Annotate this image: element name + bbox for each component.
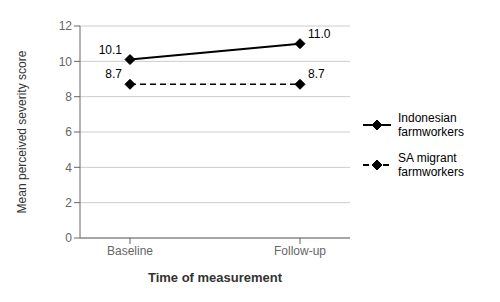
- html-text:SA migrant: SA migrant: [398, 151, 457, 165]
- svg-text:Baseline: Baseline: [107, 244, 153, 258]
- svg-text:Mean perceived severity score: Mean perceived severity score: [15, 50, 29, 213]
- svg-text:2: 2: [65, 196, 72, 210]
- html-text:farmworkers: farmworkers: [398, 125, 464, 139]
- svg-text:Follow-up: Follow-up: [274, 244, 326, 258]
- svg-text:10.1: 10.1: [99, 43, 123, 57]
- svg-text:8: 8: [65, 90, 72, 104]
- svg-text:11.0: 11.0: [308, 27, 331, 41]
- html-text:farmworkers: farmworkers: [398, 165, 464, 179]
- svg-text:6: 6: [65, 125, 72, 139]
- svg-text:8.7: 8.7: [105, 67, 122, 81]
- svg-text:4: 4: [65, 161, 72, 175]
- svg-text:12: 12: [59, 19, 73, 33]
- svg-text:Time of measurement: Time of measurement: [148, 270, 283, 285]
- svg-text:10: 10: [59, 55, 73, 69]
- html-text:Indonesian: Indonesian: [398, 111, 457, 125]
- svg-text:8.7: 8.7: [308, 67, 325, 81]
- svg-text:0: 0: [65, 231, 72, 245]
